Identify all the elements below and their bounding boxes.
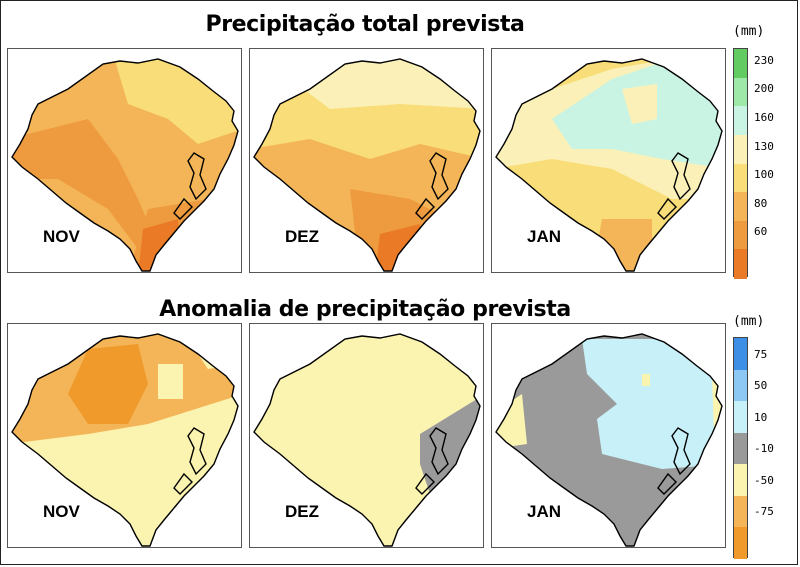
colorbar-tick-label: 100 (754, 168, 774, 182)
colorbar-segment (734, 432, 747, 465)
colorbar-segment (734, 401, 747, 434)
month-label: NOV (43, 227, 80, 246)
colorbar-tick-label: 200 (754, 82, 774, 96)
colorbar-tick-label: 130 (754, 139, 774, 153)
colorbar-top (733, 48, 748, 279)
map-total-jan: JAN (491, 48, 726, 273)
colorbar-tick-label: 50 (754, 379, 768, 393)
colorbar-tick-label: 75 (754, 347, 768, 361)
colorbar-tick-label: 80 (754, 196, 768, 210)
colorbar-segment (734, 134, 747, 164)
legend-unit-bottom: (mm) (733, 314, 765, 329)
colorbar-segment (734, 369, 747, 402)
legend-unit-top: (mm) (733, 24, 765, 39)
colorbar-tick-label: -50 (754, 473, 774, 487)
colorbar-segment (734, 163, 747, 193)
map-anomaly-nov: NOV (7, 323, 242, 548)
colorbar-tick-label: 160 (754, 110, 774, 124)
colorbar-tick-label: -75 (754, 505, 774, 519)
colorbar-tick-label: 230 (754, 53, 774, 67)
colorbar-bottom (733, 337, 748, 560)
map-anomaly-dez: DEZ (249, 323, 484, 548)
colorbar-segment (734, 249, 747, 279)
colorbar-segment (734, 106, 747, 136)
colorbar-segment (734, 220, 747, 250)
colorbar-tick-label: -10 (754, 442, 774, 456)
map-total-nov: NOV (7, 48, 242, 273)
bottom-title: Anomalia de precipitação prevista (159, 297, 571, 322)
colorbar-tick-label: 10 (754, 410, 768, 424)
colorbar-segment (734, 527, 747, 560)
colorbar-segment (734, 49, 747, 79)
map-total-dez: DEZ (249, 48, 484, 273)
month-label: DEZ (285, 502, 319, 521)
map-anomaly-jan: JAN (491, 323, 726, 548)
month-label: NOV (43, 502, 80, 521)
month-label: JAN (527, 227, 562, 246)
month-label: DEZ (285, 227, 319, 246)
colorbar-segment (734, 464, 747, 497)
colorbar-tick-label: 60 (754, 225, 768, 239)
colorbar-segment (734, 192, 747, 222)
colorbar-segment (734, 495, 747, 528)
top-title: Precipitação total prevista (205, 12, 525, 37)
colorbar-segment (734, 77, 747, 107)
month-label: JAN (527, 502, 562, 521)
colorbar-segment (734, 338, 747, 371)
